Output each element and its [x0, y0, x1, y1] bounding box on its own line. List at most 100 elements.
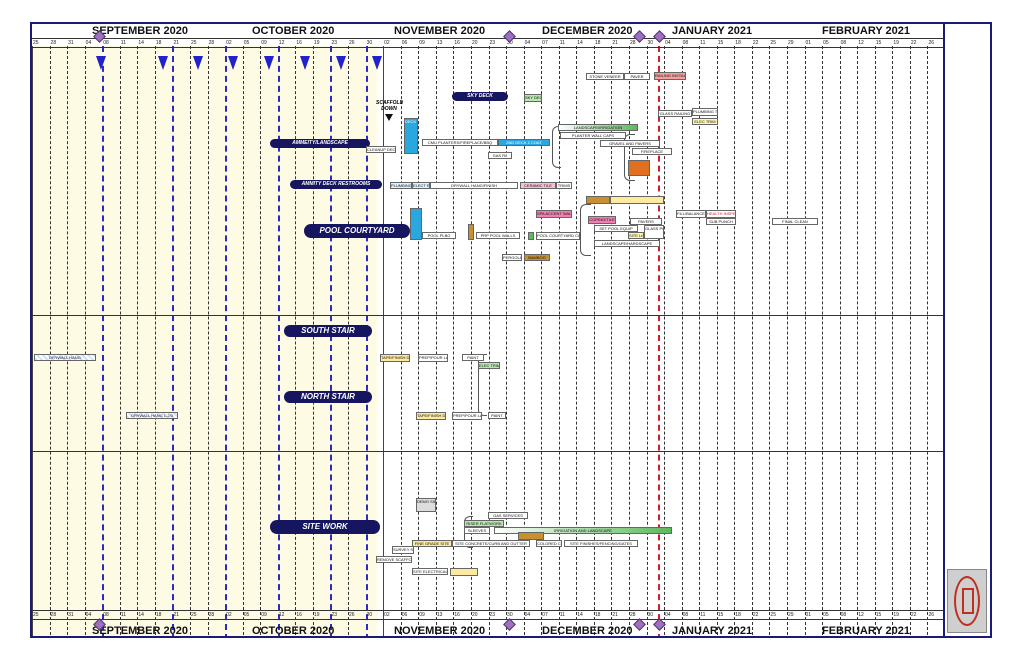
tick-label: 07 [542, 40, 548, 46]
task-plumbing-ri: PLUMBING R/I [390, 182, 412, 189]
milestone-triangle [372, 56, 382, 70]
milestone-diamond [633, 618, 646, 631]
task-pool-courtyard-coating: POOL COURTYARD COATING [536, 232, 580, 240]
grid-line [453, 46, 454, 636]
tick-label: 16 [296, 40, 302, 46]
tick-label: 31 [68, 40, 74, 46]
month-label: OCTOBER 2020 [252, 25, 335, 37]
connector [624, 134, 635, 181]
schedule-sidebar [945, 22, 992, 638]
tick-label: 21 [612, 40, 618, 46]
section-amenity-restrooms: AMMITY DECK RESTROOMS [290, 180, 382, 189]
tick-label: 01 [805, 40, 812, 46]
task-site-finishes: SITE FINISHES/FENCING/GATES [564, 540, 638, 547]
tick-label: 16 [454, 40, 460, 46]
grid-line [348, 46, 349, 636]
task-ceramic-tile: CERAMIC TILE [520, 182, 556, 189]
grid-line [629, 46, 630, 636]
task-yellow-site [450, 568, 478, 576]
task-glass-railing: GLASS RAILING [658, 110, 692, 117]
grid-line [805, 46, 806, 636]
tick-label: 08 [682, 40, 689, 46]
grid-line [401, 46, 402, 636]
task-gold-site [518, 532, 544, 540]
task-planter-wall-caps: PLANTER WALL CAPS [560, 132, 626, 139]
task-coping-tile: COPING/TILE [588, 216, 616, 224]
tick-label: 12 [858, 40, 864, 46]
tick-label: 09 [419, 40, 425, 46]
grid-line [208, 46, 209, 636]
grid-line [699, 46, 700, 636]
tick-label: 18 [735, 40, 741, 46]
task-gravel-pavers: GRAVEL AND PAVERS [600, 140, 660, 147]
task-green-pool [528, 232, 534, 240]
company-logo [947, 569, 987, 633]
scaffold-note: SCAFFOLD DOWN [376, 100, 404, 112]
grid-line [594, 46, 595, 636]
task-cmu-planters: CMU PLANTERS/FIREPLACE/BBQ [422, 139, 498, 146]
month-label: JANUARY 2021 [672, 625, 753, 637]
tick-label: 11 [700, 612, 706, 618]
tick-label: 30 [507, 612, 513, 618]
tick-label: 05 [243, 612, 250, 618]
tick-label: 02 [384, 612, 390, 618]
milestone-triangle [300, 56, 310, 70]
grid-line [278, 46, 280, 636]
grid-line [225, 46, 227, 636]
section-divider [32, 451, 943, 452]
tick-label: 13 [436, 40, 443, 46]
grid-line [524, 46, 525, 636]
tick-label: 30 [647, 612, 654, 618]
task-glass-pool-fence: GLASS POOL FENCE [644, 225, 664, 239]
tick-label: 29 [787, 612, 794, 618]
tick-label: 18 [594, 612, 601, 618]
grid-line [260, 46, 261, 636]
tick-label: 02 [226, 612, 232, 618]
tick-label: 09 [261, 40, 267, 46]
tick-label: 12 [858, 612, 864, 618]
milestone-triangle [228, 56, 238, 70]
task-yellow-bar [610, 196, 664, 204]
tick-label: 23 [331, 612, 338, 618]
tick-label: 26 [928, 612, 934, 618]
task-pool-plbg: POOL PLBG [422, 232, 456, 239]
tick-label: 22 [910, 40, 917, 46]
tick-label: 15 [875, 612, 882, 618]
grid-line [172, 46, 174, 636]
tick-label: 05 [823, 612, 829, 618]
task-south-prep-pour: PREP/POUR LANDINGS [418, 354, 448, 362]
month-label: OCTOBER 2020 [252, 625, 335, 637]
task-spa-accent-wall: SPA ACCENT WALL [536, 210, 572, 218]
grid-line [611, 46, 612, 636]
tick-label: 22 [752, 612, 759, 618]
task-landscape-irrigation: LANDSCAPE/IRRIGATION [558, 124, 638, 131]
tick-label: 21 [173, 612, 180, 618]
task-colored-concrete: COLORED CONCRETE [536, 540, 562, 547]
task-health-inspection: HEALTH INSPECTION [706, 210, 736, 218]
grid-line [717, 46, 718, 636]
task-irrigation-landscape: IRRIGATION AND LANDSCAPE [494, 527, 672, 534]
task-set-pool-equip: SET POOL EQUIP [594, 225, 638, 232]
task-gold-top [586, 196, 610, 204]
tick-label: 11 [120, 612, 126, 618]
grid-line [910, 46, 911, 636]
milestone-triangle [336, 56, 346, 70]
grid-line [822, 46, 823, 636]
tick-row-bottom: 25 28 31 04 08 11 14 18 21 25 28 02 05 09 12 16 19 23 26 30… [32, 610, 943, 620]
grid-line [840, 46, 841, 636]
task-site-concrete: SITE CONCRETE/CURB AND GUTTER [452, 540, 530, 547]
tick-label: 02 [226, 40, 232, 46]
tick-label: 14 [577, 40, 583, 46]
tick-label: 19 [893, 612, 899, 618]
grid-line [506, 46, 507, 636]
tick-label: 19 [313, 40, 320, 46]
logo-bar-icon [962, 588, 974, 614]
task-elect-ri: ELECT R/I [412, 182, 430, 189]
tick-label: 08 [103, 612, 109, 618]
tick-label: 20 [471, 40, 478, 46]
tick-label: 18 [594, 40, 601, 46]
tick-label: 11 [559, 612, 565, 618]
connector [552, 126, 561, 168]
tick-label: 25 [191, 612, 197, 618]
task-fireplace: FIREPLACE [632, 148, 672, 155]
